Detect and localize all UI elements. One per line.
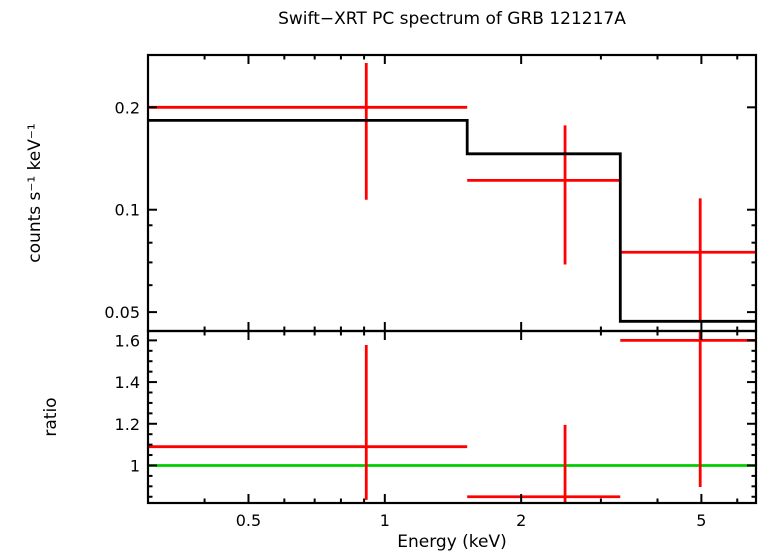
x-tick-label: 1 [380, 511, 390, 530]
x-axis-label: Energy (keV) [397, 532, 507, 552]
x-tick-label: 5 [696, 511, 706, 530]
y-tick-label: 0.1 [115, 201, 140, 220]
x-tick-label: 0.5 [236, 511, 261, 530]
panel-ratio-content [148, 331, 756, 503]
panel-ratio: 1 1.2 1.4 1.6 [115, 329, 758, 505]
y-tick-label: 0.2 [115, 98, 140, 117]
panel-frame [146, 53, 758, 333]
model-step-line [148, 119, 756, 323]
x-tick-label: 2 [516, 511, 526, 530]
panel-spectrum-content [148, 62, 756, 323]
panel-spectrum: 0.05 0.1 0.2 [104, 53, 758, 333]
y-tick-label: 0.05 [104, 303, 140, 322]
y-tick-label: 1.6 [115, 331, 140, 350]
y-tick-label: 1.4 [115, 373, 140, 392]
y-tick-label: 1.2 [115, 415, 140, 434]
chart-title: Swift−XRT PC spectrum of GRB 121217A [278, 9, 626, 29]
panel-frame [146, 329, 758, 505]
y-tick-label: 1 [130, 456, 140, 475]
